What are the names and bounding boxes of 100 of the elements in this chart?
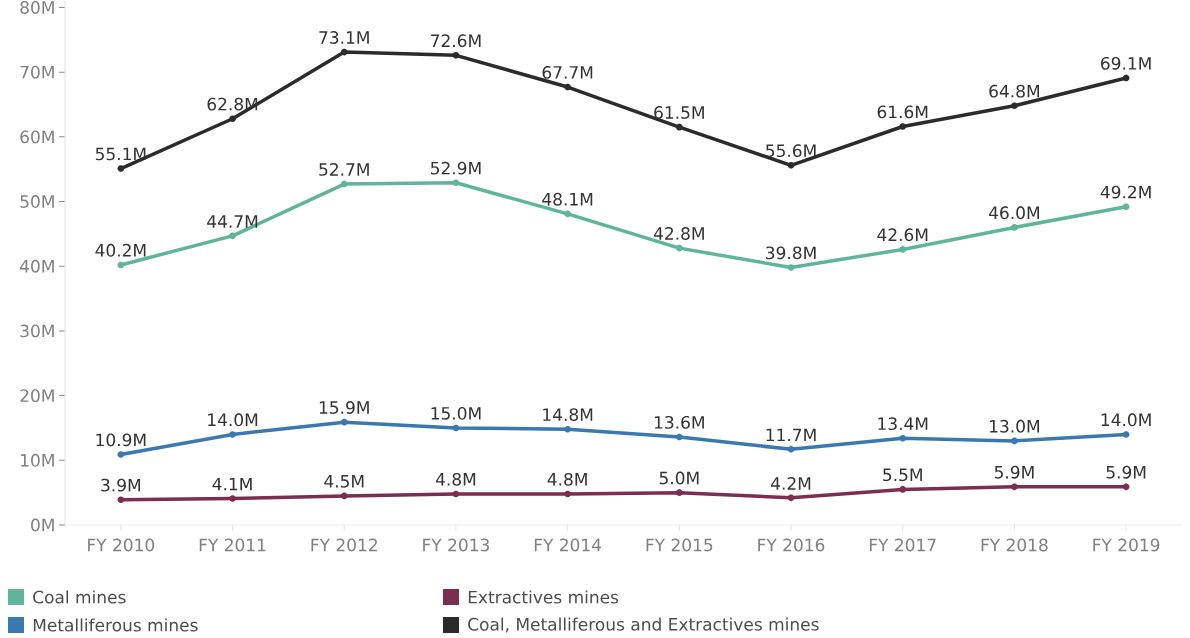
data-label: 55.6M: [766, 144, 816, 158]
x-tick-label: FY 2017: [869, 538, 936, 552]
y-tick-label: 80M: [20, 1, 54, 14]
data-label: 3.9M: [101, 478, 141, 492]
point: [1011, 102, 1018, 110]
x-tick-label: FY 2019: [1093, 538, 1160, 552]
point: [452, 424, 460, 432]
data-label: 14.0M: [208, 413, 258, 427]
point: [117, 496, 125, 504]
point: [229, 495, 236, 502]
x-tick-label: FY 2016: [758, 538, 825, 552]
data-label: 39.8M: [766, 246, 816, 260]
data-label: 64.8M: [989, 84, 1039, 98]
x-tick-label: FY 2014: [534, 538, 602, 552]
x-tick-label: FY 2010: [88, 538, 155, 552]
point: [452, 490, 460, 498]
data-label: 67.7M: [542, 65, 593, 79]
legend-label: Metalliferous mines: [33, 618, 198, 632]
point: [564, 83, 571, 91]
point: [1011, 483, 1018, 491]
data-label: 55.1M: [95, 147, 146, 161]
legend-label: Coal, Metalliferous and Extractives mines: [468, 617, 819, 633]
point: [675, 123, 683, 131]
data-label: 4.8M: [435, 472, 476, 486]
y-tick-label: 50M: [20, 195, 54, 208]
point: [452, 179, 460, 187]
data-label: 5.9M: [1106, 465, 1146, 479]
point: [899, 123, 907, 130]
data-label: 72.6M: [431, 34, 481, 48]
point: [564, 425, 571, 433]
data-label: 13.0M: [990, 419, 1039, 433]
data-label: 10.9M: [96, 433, 146, 447]
data-label: 42.8M: [653, 227, 704, 240]
y-tick-label: 70M: [20, 65, 54, 79]
data-label: 4.2M: [771, 477, 811, 490]
data-label: 52.9M: [431, 161, 481, 175]
point: [1011, 224, 1018, 231]
point: [1122, 431, 1130, 438]
data-label: 42.6M: [877, 228, 928, 242]
data-label: 61.6M: [877, 105, 928, 119]
point: [229, 232, 236, 240]
point: [787, 494, 795, 502]
point: [117, 451, 125, 458]
point: [675, 489, 683, 497]
y-tick-label: 20M: [20, 389, 54, 403]
data-label: 4.5M: [324, 475, 364, 488]
point: [675, 433, 683, 441]
point: [1122, 483, 1130, 491]
point: [1122, 74, 1130, 82]
data-label: 5.0M: [659, 471, 699, 485]
point: [229, 115, 236, 123]
x-tick-label: FY 2015: [646, 538, 713, 552]
data-label: 11.7M: [766, 428, 816, 442]
y-tick-label: 60M: [20, 130, 54, 144]
point: [787, 161, 795, 169]
data-label: 5.9M: [994, 465, 1034, 479]
point: [229, 431, 236, 438]
y-tick-label: 40M: [20, 259, 54, 273]
data-label: 52.7M: [319, 163, 369, 176]
data-label: 61.5M: [654, 106, 704, 119]
y-tick-label: 30M: [20, 324, 54, 338]
data-label: 13.6M: [654, 415, 704, 429]
point: [1122, 203, 1130, 211]
point: [675, 244, 683, 252]
point: [340, 418, 348, 426]
data-label: 46.0M: [988, 206, 1039, 220]
data-label: 44.7M: [207, 215, 258, 228]
data-label: 14.0M: [1101, 413, 1151, 427]
data-label: 4.8M: [547, 472, 587, 486]
point: [340, 180, 348, 188]
data-label: 13.4M: [878, 417, 928, 431]
point: [117, 165, 125, 172]
data-label: 14.8M: [543, 408, 593, 422]
data-label: 40.2M: [95, 243, 146, 257]
data-label: 48.1M: [542, 192, 593, 206]
point: [340, 48, 348, 56]
data-label: 49.2M: [1100, 185, 1151, 199]
point: [899, 486, 907, 493]
legend-label: Extractives mines: [468, 590, 619, 604]
point: [564, 210, 571, 218]
data-label: 4.1M: [212, 477, 252, 491]
data-label: 62.8M: [207, 97, 258, 111]
point: [787, 445, 795, 453]
legend-label: Coal mines: [33, 590, 126, 604]
x-tick-label: FY 2013: [423, 538, 489, 552]
point: [787, 264, 795, 271]
point: [899, 434, 907, 442]
point: [564, 490, 571, 498]
y-tick-label: 10M: [21, 453, 54, 467]
data-label: 5.5M: [883, 468, 922, 482]
point: [452, 51, 460, 59]
data-label: 73.1M: [319, 31, 369, 44]
data-label: 69.1M: [1101, 56, 1151, 70]
data-label: 15.9M: [319, 401, 369, 414]
data-label: 15.0M: [431, 406, 481, 420]
y-tick-label: 0M: [31, 518, 54, 532]
point: [1011, 437, 1018, 445]
point: [899, 246, 907, 253]
x-tick-label: FY 2018: [981, 538, 1048, 552]
x-tick-label: FY 2012: [311, 538, 377, 552]
